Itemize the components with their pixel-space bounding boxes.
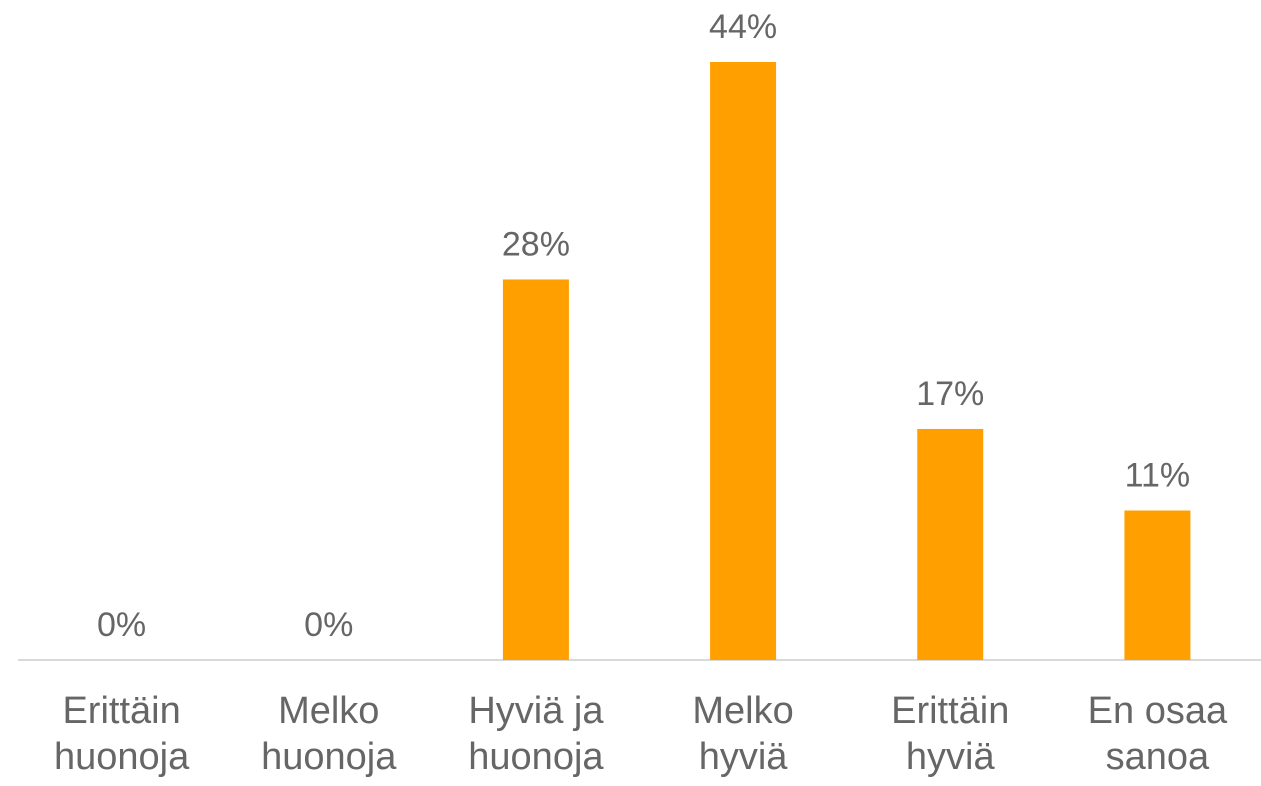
x-tick-label: Erittäin huonoja: [53, 690, 190, 778]
value-label: 0%: [97, 606, 146, 644]
bar: [502, 279, 569, 660]
bar: [917, 428, 984, 660]
value-label: 44%: [709, 8, 777, 46]
x-tick-label: Melko hyviä: [692, 690, 794, 778]
value-label: 17%: [916, 375, 984, 413]
x-tick-label: Erittäin hyviä: [891, 690, 1010, 778]
value-label: 11%: [1125, 456, 1191, 494]
x-tick-label: Hyviä ja huonoja: [468, 690, 604, 778]
value-label: 28%: [502, 225, 570, 263]
x-tick-label: Melko huonoja: [261, 690, 397, 778]
value-label: 0%: [304, 606, 353, 644]
bar: [1124, 510, 1191, 660]
x-tick-label: En osaa sanoa: [1087, 690, 1228, 778]
bar: [710, 62, 777, 660]
